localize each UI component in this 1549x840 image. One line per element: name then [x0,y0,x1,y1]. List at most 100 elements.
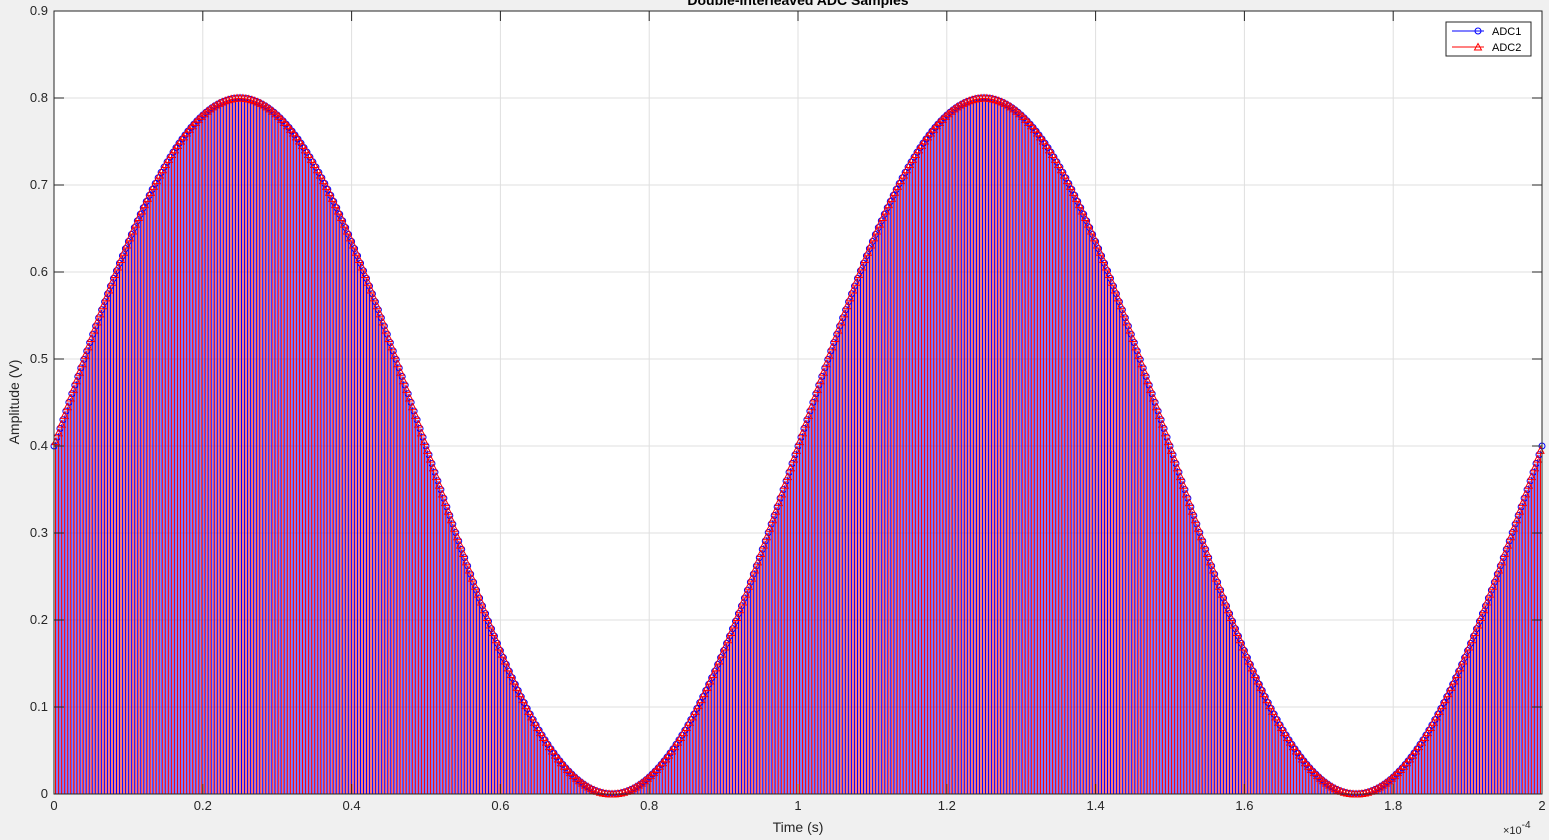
y-tick-label: 0.6 [30,264,48,279]
adc2-marker [455,540,465,549]
adc2-marker [815,376,825,385]
y-tick-label: 0.4 [30,438,48,453]
adc2-marker [485,620,495,629]
adc2-marker [280,117,289,126]
adc2-marker [905,159,914,168]
adc2-marker [1018,111,1028,120]
adc2-marker [1101,262,1111,271]
adc2-marker [1122,317,1132,326]
adc2-marker [801,419,810,428]
adc2-marker [955,100,965,109]
adc2-marker [1060,170,1069,179]
adc2-marker [1244,656,1254,665]
adc2-marker [107,277,117,286]
adc2-marker [964,96,974,105]
adc2-marker [1205,557,1215,566]
adc2-marker [77,359,87,368]
adc2-marker [1473,620,1483,629]
adc2-marker [765,523,775,532]
adc2-marker [1411,746,1420,755]
adc2-marker [149,181,159,190]
adc2-marker [1357,789,1367,798]
adc2-marker [131,219,141,228]
adc2-marker [1470,627,1480,636]
adc2-marker [830,333,840,342]
adc2-marker [405,393,414,402]
adc2-marker [1482,597,1492,606]
adc2-marker [1289,742,1298,751]
adc2-marker [536,728,545,737]
adc2-marker [1455,663,1465,672]
adc2-marker [1048,149,1057,159]
adc2-marker [747,573,757,582]
adc2-marker [1220,597,1230,606]
adc2-marker [1378,780,1388,789]
adc2-marker [813,384,822,393]
adc2-marker [762,532,772,541]
adc2-marker [884,200,894,209]
adc2-marker [676,732,685,741]
adc2-marker [1271,712,1280,721]
adc2-marker [1518,498,1527,507]
adc2-marker [464,565,474,574]
x-tick-label: 0.2 [194,798,212,813]
adc2-marker [161,159,170,168]
adc2-marker [1110,285,1120,294]
adc2-marker [563,765,572,774]
adc2-marker [1042,140,1051,149]
adc2-marker [643,773,653,782]
adc2-marker [435,480,444,489]
adc2-marker [289,128,298,137]
adc2-marker [845,293,855,302]
adc2-marker [1113,293,1123,302]
adc2-marker [1173,463,1182,472]
adc2-marker [753,557,763,566]
adc2-marker [304,149,313,159]
legend-adc1-label: ADC1 [1492,26,1521,38]
adc2-marker [372,301,382,310]
adc2-marker [914,145,923,154]
adc2-marker [327,193,337,202]
adc2-marker [449,523,459,532]
adc2-marker [71,376,81,385]
adc2-marker [557,758,566,767]
adc2-marker [1307,765,1316,774]
adc2-marker [295,136,304,145]
adc2-marker [899,170,908,179]
adc2-marker [542,737,551,746]
adc2-marker [1321,778,1331,787]
adc2-marker [307,154,316,163]
adc2-marker [286,124,295,133]
adc2-marker [527,712,536,721]
adc2-marker [1208,565,1218,574]
adc2-marker [503,663,513,672]
adc2-marker [92,317,102,326]
adc2-marker [1426,722,1435,732]
adc2-marker [423,445,432,454]
adc2-marker [1039,136,1048,145]
adc2-marker [339,219,349,228]
adc2-marker [74,367,84,376]
adc2-marker [164,154,173,163]
adc2-marker [699,689,709,698]
adc2-marker [1030,124,1039,133]
adc2-marker [685,717,694,726]
y-axis-label: Amplitude (V) [6,360,22,445]
adc2-marker [836,317,846,326]
adc2-marker [1363,787,1373,796]
adc2-marker [1500,548,1510,558]
adc2-marker [143,193,153,202]
adc2-marker [1527,472,1536,481]
adc2-marker [693,701,703,710]
adc2-marker [1024,117,1033,126]
adc2-marker [354,254,364,264]
adc2-marker [199,109,209,118]
adc2-marker [473,589,483,598]
x-tick-label: 1.2 [938,798,956,813]
adc2-marker [741,589,751,598]
adc2-marker [1036,132,1045,141]
adc2-marker [524,706,534,715]
adc2-marker [574,776,584,785]
adc2-marker [313,165,322,174]
adc2-marker [1062,176,1072,185]
